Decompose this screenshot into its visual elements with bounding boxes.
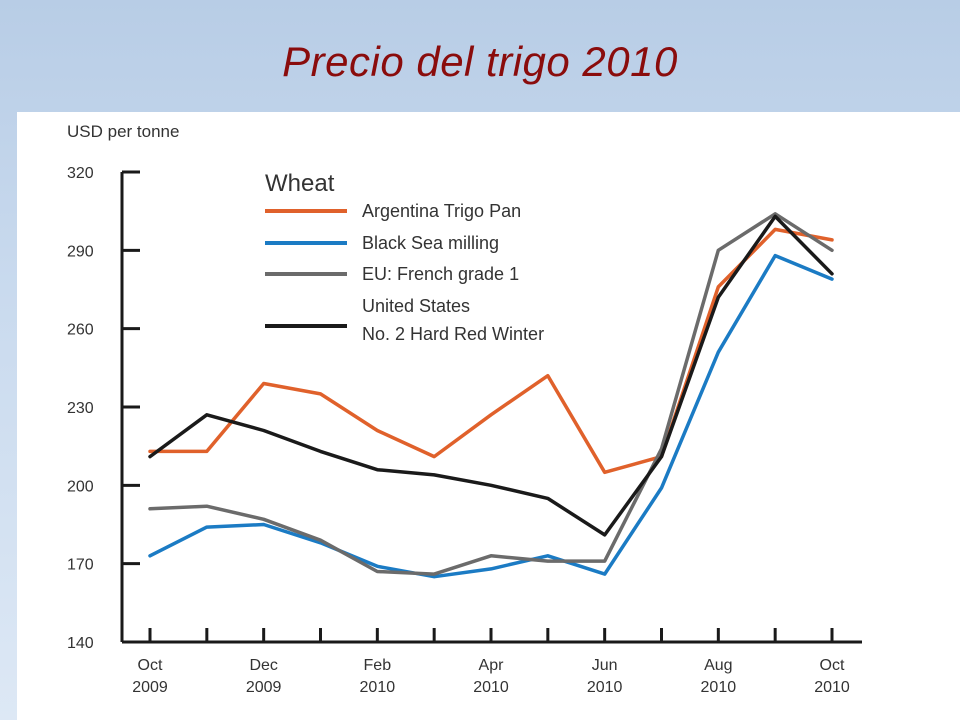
legend: Wheat Argentina Trigo Pan Black Sea milli… xyxy=(265,170,544,344)
x-tick-label-year: 2010 xyxy=(814,679,850,696)
x-tick-label-year: 2010 xyxy=(701,679,737,696)
x-tick-label-year: 2010 xyxy=(360,679,396,696)
y-tick-label: 170 xyxy=(67,557,94,574)
y-axis-unit-label: USD per tonne xyxy=(67,122,179,141)
chart-panel: USD per tonne 320 290 260 230 200 170 140 Oct 2… xyxy=(17,112,960,720)
x-tick-label-year: 2009 xyxy=(246,679,282,696)
legend-title: Wheat xyxy=(265,170,335,197)
series-line-united-states-no-2-hard-red-winter xyxy=(148,214,834,537)
x-tick-label-year: 2010 xyxy=(473,679,509,696)
legend-label: No. 2 Hard Red Winter xyxy=(362,324,544,344)
x-tick-label-year: 2009 xyxy=(132,679,168,696)
legend-label: Black Sea milling xyxy=(362,233,499,253)
x-tick-label-year: 2010 xyxy=(587,679,623,696)
x-tick-label-month: Apr xyxy=(479,657,505,674)
x-tick-label-month: Jun xyxy=(592,657,618,674)
legend-label: EU: French grade 1 xyxy=(362,264,519,284)
x-axis: Oct 2009 Dec 2009 Feb 2010 Apr 2010 Jun 2010 Aug 20… xyxy=(122,628,862,696)
x-tick-label-month: Oct xyxy=(138,657,163,674)
y-tick-label: 140 xyxy=(67,635,94,652)
y-tick-label: 290 xyxy=(67,243,94,260)
y-tick-label: 320 xyxy=(67,165,94,182)
series-line-eu-french-grade-1 xyxy=(148,212,834,576)
wheat-price-chart: USD per tonne 320 290 260 230 200 170 140 Oct 2… xyxy=(67,122,862,696)
x-tick-label-month: Dec xyxy=(249,657,277,674)
series-line-argentina-trigo-pan xyxy=(148,227,834,475)
x-tick-label-month: Aug xyxy=(704,657,732,674)
y-tick-label: 200 xyxy=(67,478,94,495)
legend-label: Argentina Trigo Pan xyxy=(362,201,521,221)
slide-title: Precio del trigo 2010 xyxy=(282,38,678,85)
y-tick-label: 260 xyxy=(67,322,94,339)
x-tick-label-month: Feb xyxy=(364,657,392,674)
legend-label: United States xyxy=(362,296,470,316)
y-axis: 320 290 260 230 200 170 140 xyxy=(67,165,140,652)
x-tick-label-month: Oct xyxy=(820,657,845,674)
series-line-black-sea-milling xyxy=(148,253,834,579)
series-lines xyxy=(148,212,834,579)
y-tick-label: 230 xyxy=(67,400,94,417)
